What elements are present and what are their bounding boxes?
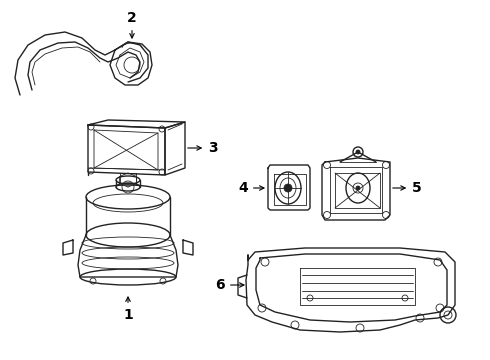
Text: 4: 4 — [238, 181, 264, 195]
Circle shape — [356, 186, 360, 190]
Text: 2: 2 — [127, 11, 137, 38]
Circle shape — [284, 184, 292, 192]
Text: 5: 5 — [393, 181, 422, 195]
Text: 6: 6 — [216, 278, 244, 292]
Text: 3: 3 — [188, 141, 218, 155]
Text: 1: 1 — [123, 297, 133, 322]
Circle shape — [356, 150, 360, 154]
